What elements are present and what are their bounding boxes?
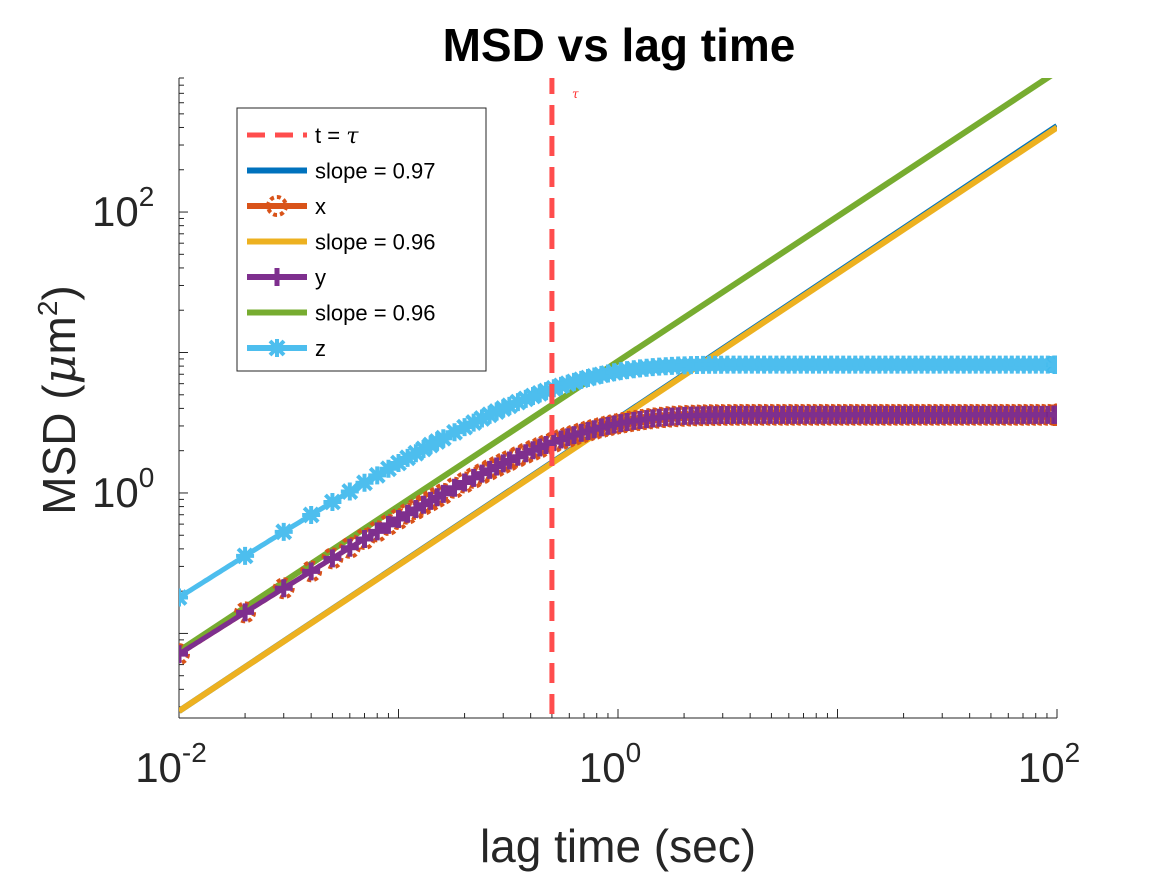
data-point — [274, 522, 293, 541]
legend-label-symbol: τ — [346, 124, 359, 149]
legend-label: slope = 0.96 — [315, 301, 435, 326]
y-axis-label-exp: 2 — [32, 301, 63, 317]
y-tick-label: 100 — [92, 462, 154, 516]
y-tick-label: 102 — [92, 181, 154, 235]
data-point — [516, 389, 535, 408]
data-point — [537, 382, 556, 401]
x-tick-label: 10-2 — [135, 737, 207, 791]
data-point — [487, 402, 506, 421]
legend-label: slope = 0.96 — [315, 230, 435, 255]
legend-item-0: t = τ — [247, 123, 359, 149]
data-point — [355, 473, 374, 492]
x-tick-label-exp: 0 — [626, 737, 642, 768]
y-tick-label-exp: 0 — [139, 462, 155, 493]
data-point — [406, 444, 425, 463]
y-axis-label-close: ) — [33, 285, 85, 300]
data-point — [455, 418, 474, 437]
legend-item-3: slope = 0.96 — [247, 230, 435, 255]
x-tick-label-base: 10 — [579, 744, 626, 791]
series-z — [179, 355, 1057, 607]
legend-label: x — [315, 194, 326, 219]
data-point — [1048, 405, 1057, 424]
data-point — [434, 429, 453, 448]
legend-label: t = τ — [315, 123, 359, 149]
legend-item-4: y — [247, 265, 326, 290]
x-tick-label: 102 — [1018, 737, 1080, 791]
data-point — [268, 268, 286, 286]
data-point — [494, 399, 513, 418]
x-tick-label-exp: -2 — [182, 737, 207, 768]
data-point — [428, 432, 447, 451]
data-point — [302, 562, 321, 581]
legend-item-1: slope = 0.97 — [247, 159, 435, 184]
data-point — [455, 473, 474, 492]
data-point — [464, 413, 483, 432]
legend-item-6: z — [247, 336, 326, 361]
y-axis-label-mu: μ — [32, 355, 86, 385]
data-point — [379, 515, 398, 534]
x-tick-label-exp: 2 — [1065, 737, 1081, 768]
data-point — [368, 466, 387, 485]
data-point — [480, 405, 499, 424]
data-point — [368, 522, 387, 541]
data-point — [421, 436, 440, 455]
data-point — [434, 484, 453, 503]
data-point — [379, 459, 398, 478]
legend-label: slope = 0.97 — [315, 159, 435, 184]
y-tick-label-base: 10 — [92, 469, 139, 516]
legend-label: z — [315, 336, 326, 361]
data-point — [340, 538, 359, 557]
data-point — [530, 384, 549, 403]
data-point — [266, 195, 288, 217]
data-point — [472, 409, 491, 428]
data-point — [524, 386, 543, 405]
legend-label: y — [315, 265, 326, 290]
data-point — [274, 579, 293, 598]
y-tick-label-base: 10 — [92, 188, 139, 235]
data-point — [508, 393, 527, 412]
x-tick-label: 100 — [579, 737, 641, 791]
data-point — [323, 493, 342, 512]
data-point — [179, 645, 188, 664]
legend: t = τ slope = 0.97 x slope = 0.96 y slope = 0… — [236, 107, 487, 372]
tau-annotation-group: τ — [572, 87, 579, 101]
data-point — [236, 603, 255, 622]
data-point — [552, 376, 571, 395]
y-axis-label-base: MSD ( — [33, 384, 85, 515]
data-point — [564, 372, 583, 391]
data-point — [355, 529, 374, 548]
data-point — [323, 549, 342, 568]
legend-label-text: t = — [315, 123, 346, 148]
x-axis-label: lag time (sec) — [480, 820, 756, 872]
x-tick-label-base: 10 — [135, 744, 182, 791]
data-point — [236, 546, 255, 565]
data-point — [268, 339, 286, 357]
tau-annotation: τ — [572, 87, 579, 101]
y-axis-label: MSD (μm2) — [32, 285, 86, 514]
y-tick-label-exp: 2 — [139, 181, 155, 212]
y-axis-label-unit: m — [33, 316, 85, 354]
data-point — [389, 510, 408, 529]
legend-item-2: x — [247, 194, 326, 219]
plot-area — [179, 78, 1057, 718]
data-point — [500, 396, 519, 415]
data-point — [445, 478, 464, 497]
data-point — [414, 439, 433, 458]
data-point — [340, 482, 359, 501]
data-point — [389, 454, 408, 473]
series-y — [179, 405, 1057, 664]
data-point — [445, 423, 464, 442]
data-point — [302, 505, 321, 524]
x-tick-label-base: 10 — [1018, 744, 1065, 791]
legend-item-5: slope = 0.96 — [247, 301, 435, 326]
data-point — [398, 448, 417, 467]
fit-line-4 — [179, 78, 1053, 654]
chart-title: MSD vs lag time — [443, 19, 796, 71]
